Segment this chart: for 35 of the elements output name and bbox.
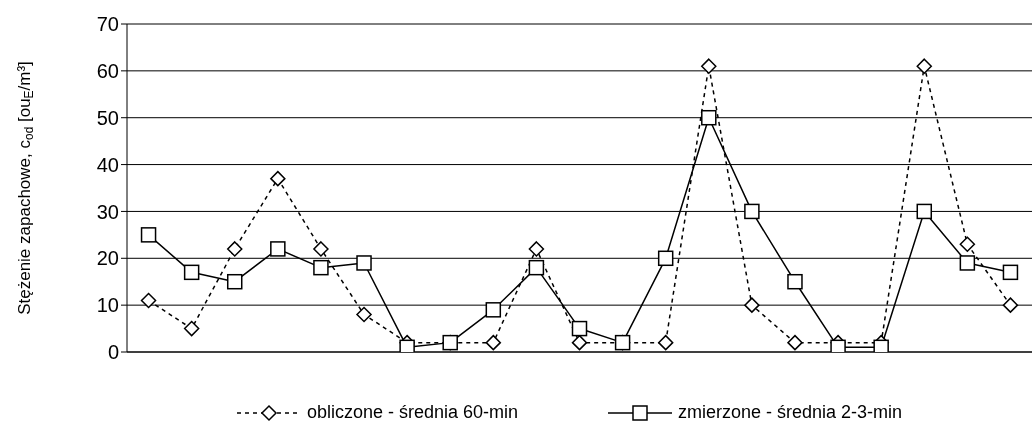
point [356,306,372,323]
point [183,264,200,281]
point [1002,297,1019,313]
point [873,339,889,352]
point [528,241,545,257]
y-tick-label: 40 [96,153,119,176]
point [356,255,372,271]
point [916,203,933,220]
y-tick-label: 20 [96,247,119,270]
y-tick-label: 0 [107,341,119,364]
point [442,334,458,351]
point [140,227,157,243]
y-tick-label: 70 [96,13,119,36]
point [226,241,243,257]
point [226,273,243,290]
point [701,109,717,126]
point [571,320,588,337]
point [614,334,631,351]
y-tick-label: 60 [96,59,119,82]
point [313,259,329,276]
point [787,273,803,290]
point [657,250,674,267]
y-tick-label: 10 [96,294,119,317]
y-tick-label: 30 [96,200,119,223]
point [744,203,760,220]
point [830,339,846,352]
point [959,255,976,271]
point [399,339,415,352]
y-tick-label: 50 [96,106,119,129]
legend-label: zmierzone - średnia 2-3-min [678,402,903,423]
point [1002,264,1019,281]
point [270,241,286,257]
point [528,259,545,276]
legend-label: obliczone - średnia 60-min [306,402,519,423]
point [485,302,502,318]
